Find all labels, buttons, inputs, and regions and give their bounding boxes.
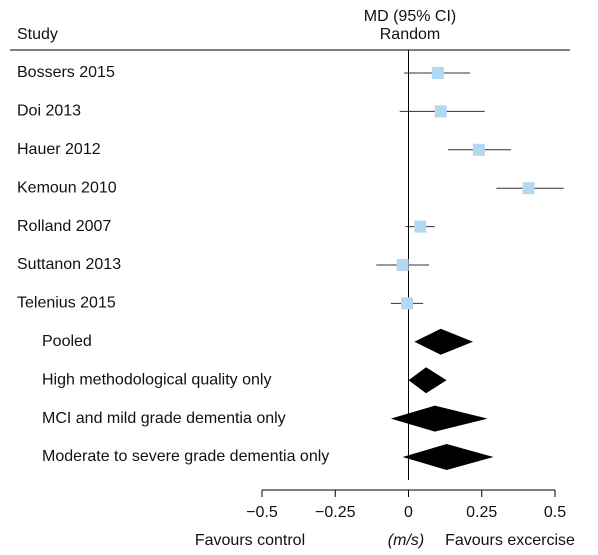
point-estimate <box>472 143 485 156</box>
x-tick-label: −0.5 <box>246 504 278 521</box>
point-estimate <box>414 220 427 233</box>
model-header: Random <box>380 26 440 43</box>
point-estimate <box>431 67 444 79</box>
pooled-label: High methodological quality only <box>42 371 271 388</box>
study-header: Study <box>17 26 58 43</box>
pooled-diamond <box>408 367 447 394</box>
point-estimate <box>401 297 414 310</box>
pooled-label: MCI and mild grade dementia only <box>42 410 286 427</box>
x-tick-label: 0.25 <box>466 504 497 521</box>
point-estimate <box>522 182 535 195</box>
study-label: Rolland 2007 <box>17 218 111 235</box>
study-label: Doi 2013 <box>17 103 81 120</box>
pooled-diamond <box>414 328 473 355</box>
point-estimate <box>434 105 447 118</box>
x-tick-label: 0.5 <box>544 504 566 521</box>
pooled-label: Pooled <box>42 333 92 350</box>
study-label: Kemoun 2010 <box>17 179 117 196</box>
effect-header: MD (95% CI) <box>364 8 456 25</box>
point-estimate <box>396 259 409 271</box>
pooled-label: Moderate to severe grade dementia only <box>42 448 329 465</box>
x-label-right: Favours excercise <box>445 532 575 549</box>
x-label-unit: (m/s) <box>388 532 424 549</box>
x-label-left: Favours control <box>195 532 305 549</box>
study-label: Bossers 2015 <box>17 64 115 81</box>
x-tick-label: −0.25 <box>315 504 356 521</box>
study-label: Hauer 2012 <box>17 141 101 158</box>
x-tick-label: 0 <box>404 504 413 521</box>
study-label: Telenius 2015 <box>17 295 116 312</box>
pooled-diamond <box>390 405 488 432</box>
study-label: Suttanon 2013 <box>17 256 121 273</box>
pooled-diamond <box>402 444 494 470</box>
